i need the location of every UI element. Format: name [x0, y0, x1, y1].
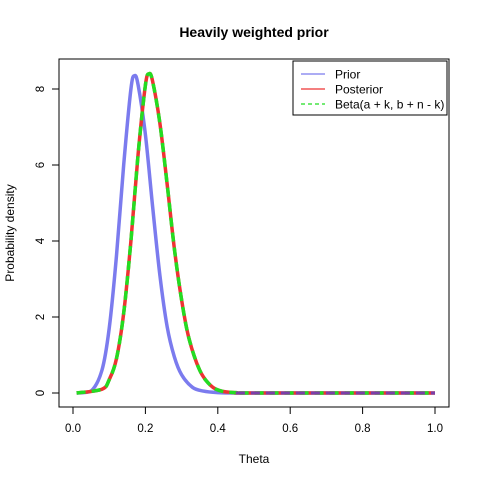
y-axis-label: Probability density: [3, 184, 17, 281]
y-axis: 0 2 4 6 8: [35, 86, 60, 396]
series-line-1: [76, 73, 435, 395]
x-axis: 0.0 0.2 0.4 0.6 0.8 1.0: [65, 406, 443, 435]
y-tick-label: 2: [35, 314, 47, 320]
x-tick-label: 0.2: [137, 423, 153, 435]
series-line-3: [76, 71, 435, 395]
y-tick-label: 6: [35, 162, 47, 168]
y-tick-label: 4: [35, 237, 47, 244]
y-tick-label: 8: [35, 86, 47, 92]
x-axis-label: Theta: [239, 452, 270, 466]
y-tick-label: 0: [35, 390, 47, 396]
x-tick-label: 1.0: [427, 423, 443, 435]
legend-label: Posterior: [335, 83, 383, 97]
series-layer: [76, 71, 435, 395]
chart-title: Heavily weighted prior: [179, 24, 329, 40]
legend-label: Beta(a + k, b + n - k): [335, 98, 444, 112]
legend-label: Prior: [335, 68, 360, 82]
x-tick-label: 0.0: [65, 423, 81, 435]
x-tick-label: 0.4: [210, 423, 227, 435]
x-tick-label: 0.8: [355, 423, 371, 435]
x-tick-label: 0.6: [282, 423, 298, 435]
legend-box: [292, 60, 448, 116]
